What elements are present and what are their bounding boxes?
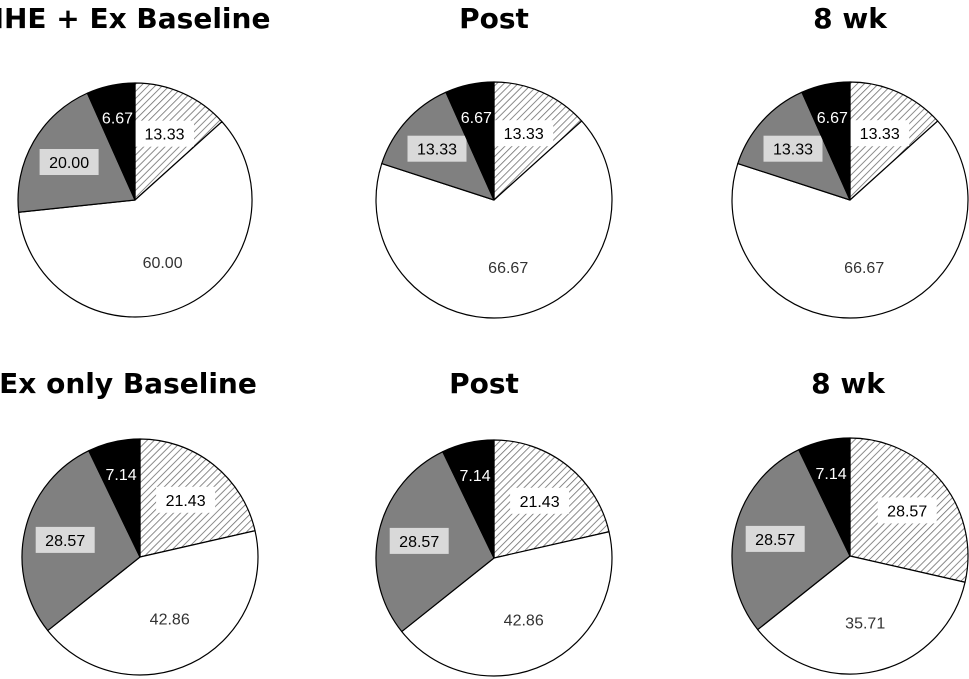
slice-label-group: 13.33 bbox=[763, 135, 823, 162]
slice-label-group: 28.57 bbox=[389, 527, 449, 554]
slice-label-group: 66.67 bbox=[844, 260, 884, 277]
pie-slice-white bbox=[757, 555, 966, 675]
slice-label-box bbox=[39, 149, 99, 175]
pie-slice-black bbox=[88, 438, 141, 558]
pie-slice-white bbox=[731, 120, 969, 319]
slice-label-group: 60.00 bbox=[143, 255, 183, 272]
slice-label-box bbox=[850, 120, 910, 147]
pie-slices: 21.43 42.86 28.57 7.14 bbox=[21, 438, 259, 676]
slice-label-box bbox=[156, 486, 216, 513]
slice-value-label: 35.71 bbox=[845, 616, 885, 633]
slice-label-box bbox=[494, 120, 554, 147]
slice-label-box bbox=[877, 497, 937, 524]
slice-label-group: 13.33 bbox=[407, 135, 467, 162]
chart-title: Ex only Baseline bbox=[0, 367, 257, 400]
slice-label-group: 20.00 bbox=[39, 149, 99, 175]
slice-label-group: 42.86 bbox=[504, 613, 544, 630]
chart-title: Post bbox=[459, 2, 529, 35]
slice-value-label: 66.67 bbox=[488, 260, 528, 277]
slice-value-label: 13.33 bbox=[773, 142, 813, 159]
pie-chart-ex-only-post: Post 21.43 42.86 28.57 7.14 bbox=[375, 367, 613, 677]
pie-slice-black bbox=[86, 82, 136, 201]
pie-chart-ex-only-baseline: Ex only Baseline 21.43 42.86 28.57 7.14 bbox=[0, 367, 259, 676]
slice-value-label: 7.14 bbox=[460, 468, 491, 485]
slice-value-label: 7.14 bbox=[106, 467, 137, 484]
slice-value-label: 7.14 bbox=[816, 466, 847, 483]
slice-value-label: 6.67 bbox=[461, 110, 492, 127]
slice-value-label: 42.86 bbox=[150, 612, 190, 629]
slice-value-label: 60.00 bbox=[143, 255, 183, 272]
pie-slices: 28.57 35.71 28.57 7.14 bbox=[731, 437, 969, 675]
slice-value-label: 20.00 bbox=[49, 155, 89, 172]
chart-title: 8 wk bbox=[811, 367, 886, 400]
slice-value-label: 66.67 bbox=[844, 260, 884, 277]
slice-label-box bbox=[35, 526, 95, 553]
slice-label-group: 42.86 bbox=[150, 612, 190, 629]
pie-slice-white bbox=[401, 531, 613, 677]
slice-value-label: 13.33 bbox=[504, 126, 544, 143]
slice-label-group: 6.67 bbox=[102, 111, 133, 128]
slice-label-group: 13.33 bbox=[135, 120, 194, 147]
pie-slice-white bbox=[375, 120, 613, 319]
slice-value-label: 28.57 bbox=[755, 532, 795, 549]
slice-label-group: 28.57 bbox=[745, 525, 805, 552]
slice-label-group: 6.67 bbox=[461, 110, 492, 127]
pie-slice-white bbox=[18, 121, 253, 318]
slice-label-group: 6.67 bbox=[817, 110, 848, 127]
slice-label-group: 35.71 bbox=[845, 616, 885, 633]
pie-slices: 13.33 60.00 20.00 6.67 bbox=[17, 82, 253, 318]
slice-value-label: 6.67 bbox=[102, 111, 133, 128]
pie-slice-black bbox=[442, 439, 495, 559]
slice-label-box bbox=[135, 120, 194, 147]
slice-label-group: 13.33 bbox=[850, 120, 910, 147]
slice-label-group: 13.33 bbox=[494, 120, 554, 147]
slice-label-group: 7.14 bbox=[106, 467, 137, 484]
slice-value-label: 21.43 bbox=[520, 494, 560, 511]
slice-value-label: 28.57 bbox=[399, 534, 439, 551]
pie-slice-white bbox=[47, 530, 259, 676]
chart-title: Post bbox=[449, 367, 519, 400]
slice-label-box bbox=[745, 525, 805, 552]
slice-value-label: 28.57 bbox=[887, 503, 927, 520]
chart-title: IHE + Ex Baseline bbox=[0, 2, 270, 35]
slice-label-group: 66.67 bbox=[488, 260, 528, 277]
slice-label-box bbox=[510, 487, 570, 514]
slice-label-group: 7.14 bbox=[816, 466, 847, 483]
slice-label-box bbox=[389, 527, 449, 554]
slice-label-group: 28.57 bbox=[35, 526, 95, 553]
pie-slice-black bbox=[801, 81, 851, 201]
slice-label-group: 28.57 bbox=[877, 497, 937, 524]
pie-chart-ex-only-8wk: 8 wk 28.57 35.71 28.57 7.14 bbox=[731, 367, 969, 675]
slice-value-label: 21.43 bbox=[166, 493, 206, 510]
slice-value-label: 13.33 bbox=[860, 126, 900, 143]
slice-label-box bbox=[763, 135, 823, 162]
slice-value-label: 13.33 bbox=[417, 142, 457, 159]
pie-slices: 21.43 42.86 28.57 7.14 bbox=[375, 439, 613, 677]
slice-label-group: 21.43 bbox=[510, 487, 570, 514]
slice-label-group: 21.43 bbox=[156, 486, 216, 513]
slice-value-label: 13.33 bbox=[144, 127, 184, 144]
slice-label-group: 7.14 bbox=[460, 468, 491, 485]
chart-title: 8 wk bbox=[813, 2, 888, 35]
pie-slice-black bbox=[798, 437, 851, 557]
slice-label-box bbox=[407, 135, 467, 162]
pie-slice-black bbox=[445, 81, 495, 201]
slice-value-label: 28.57 bbox=[45, 533, 85, 550]
slice-value-label: 42.86 bbox=[504, 613, 544, 630]
pie-chart-ihe-ex-baseline: IHE + Ex Baseline 13.33 60.00 20.00 6.67 bbox=[0, 2, 270, 318]
slice-value-label: 6.67 bbox=[817, 110, 848, 127]
